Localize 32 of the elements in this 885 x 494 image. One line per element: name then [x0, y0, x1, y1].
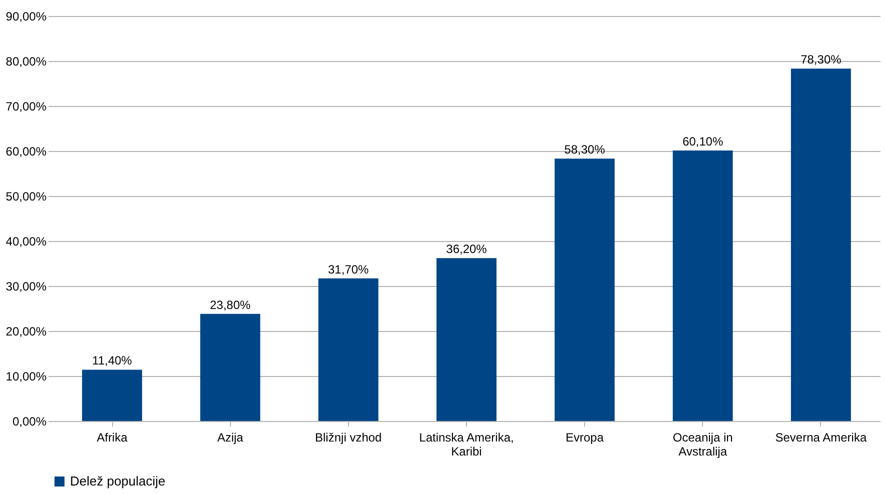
x-tick-label: Azija: [217, 430, 244, 444]
bar: [672, 150, 733, 421]
data-label: 58,30%: [564, 142, 606, 157]
y-tick-label: 40,00%: [6, 234, 47, 248]
bar: [554, 158, 615, 421]
y-tick-label: 0,00%: [12, 414, 47, 428]
data-label: 31,70%: [328, 262, 370, 276]
y-tick-label: 60,00%: [6, 144, 47, 158]
x-tick-label: Bližnji vzhod: [315, 430, 382, 444]
data-label: 60,10%: [682, 134, 724, 149]
data-label: 11,40%: [92, 354, 132, 368]
bar: [318, 278, 378, 421]
y-tick-label: 70,00%: [6, 100, 47, 114]
y-tick-label: 80,00%: [6, 54, 47, 68]
x-tick-label: Severna Amerika: [775, 430, 867, 444]
legend-label: Delež populacije: [70, 474, 166, 488]
y-tick-label: 20,00%: [6, 324, 47, 338]
x-tick-label: Oceanija in Avstralija: [672, 430, 733, 458]
bar: [790, 68, 851, 421]
bar: [436, 258, 496, 421]
data-label: 23,80%: [210, 298, 251, 312]
x-tick-label: Evropa: [566, 430, 604, 444]
x-tick-label: Latinska Amerika, Karibi: [419, 430, 514, 458]
bar: [82, 370, 142, 421]
data-label: 78,30%: [800, 52, 842, 67]
x-tick-label: Afrika: [96, 430, 128, 444]
y-tick-label: 90,00%: [6, 10, 47, 24]
data-label: 36,20%: [446, 242, 488, 256]
y-tick-label: 10,00%: [6, 370, 47, 384]
bar: [200, 314, 260, 421]
y-tick-label: 50,00%: [6, 190, 47, 204]
y-tick-label: 30,00%: [6, 280, 47, 294]
